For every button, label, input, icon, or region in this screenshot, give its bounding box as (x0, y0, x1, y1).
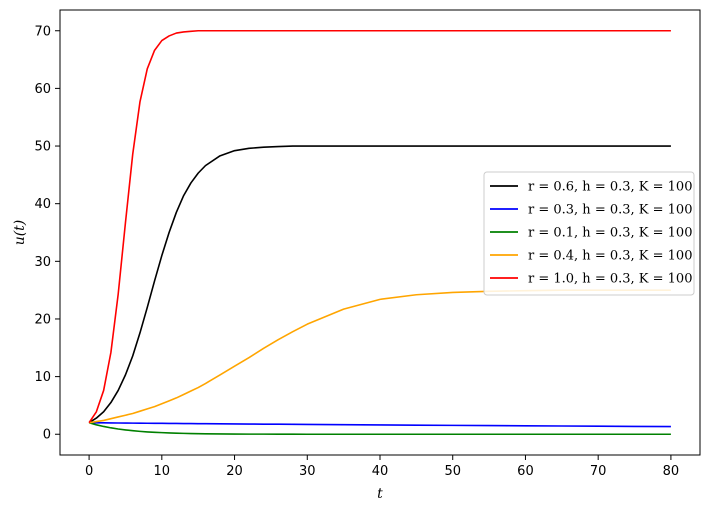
y-tick-label: 40 (34, 197, 51, 212)
x-axis-label: t (377, 486, 383, 502)
legend-box (483, 171, 695, 296)
legend-label-1: r = 0.6, h = 0.3, K = 100 (528, 180, 692, 195)
legend-label-3: r = 0.1, h = 0.3, K = 100 (528, 226, 692, 241)
series-layer (88, 29, 671, 436)
series-line-1 (88, 145, 671, 424)
x-tick-label: 0 (85, 464, 93, 479)
x-tick-label: 10 (154, 464, 171, 479)
y-tick-label: 50 (34, 140, 51, 155)
series-line-4 (88, 289, 671, 424)
legend-label-5: r = 1.0, h = 0.3, K = 100 (528, 272, 692, 287)
y-axis-label: u(t) (12, 220, 28, 246)
x-tick-label: 40 (372, 464, 389, 479)
x-tick-label: 70 (590, 464, 607, 479)
y-tick-label: 60 (34, 82, 51, 97)
x-tick-label: 30 (299, 464, 316, 479)
legend-label-4: r = 0.4, h = 0.3, K = 100 (528, 249, 692, 264)
series-line-2 (89, 421, 671, 428)
x-tick-label: 50 (444, 464, 461, 479)
series-line-3 (88, 421, 671, 436)
series-line-5 (88, 29, 671, 424)
legend: r = 0.6, h = 0.3, K = 100 r = 0.3, h = 0.… (483, 171, 695, 296)
x-axis: 0 10 20 30 40 50 60 70 80 (85, 455, 679, 479)
y-tick-label: 10 (34, 370, 51, 385)
y-axis: 0 10 20 30 40 50 60 70 (34, 24, 60, 443)
x-tick-label: 80 (663, 464, 680, 479)
y-tick-label: 0 (43, 428, 51, 443)
y-tick-label: 70 (34, 24, 51, 39)
y-tick-label: 30 (34, 255, 51, 270)
y-tick-label: 20 (34, 312, 51, 327)
x-tick-label: 20 (226, 464, 243, 479)
legend-label-2: r = 0.3, h = 0.3, K = 100 (528, 203, 692, 218)
x-tick-label: 60 (517, 464, 534, 479)
